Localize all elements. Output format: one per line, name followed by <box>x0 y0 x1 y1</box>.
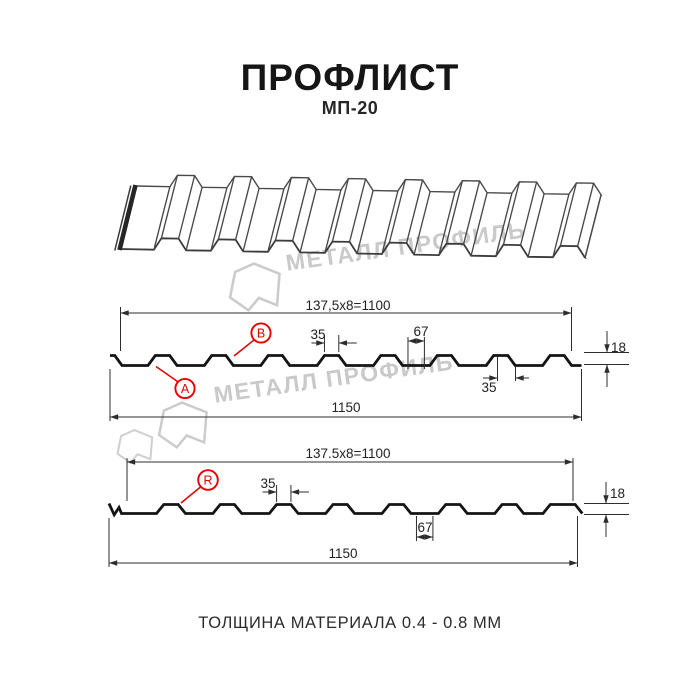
edge-marker-b-label: B <box>257 327 265 341</box>
dim-rib-top-label: 35 <box>310 327 325 342</box>
dim-rib-bottom-label: 35 <box>481 380 496 395</box>
dim-valley-label: 67 <box>417 520 432 535</box>
dim-height-label: 18 <box>611 340 626 355</box>
dim-full-width-label: 1150 <box>331 400 360 415</box>
edge-marker-b <box>250 322 272 344</box>
dim-working-width-label: 137,5x8=1100 <box>306 298 391 313</box>
dim-height-label: 18 <box>610 486 625 501</box>
dim-full-width-label: 1150 <box>328 546 357 561</box>
sheet-3d-view <box>114 174 603 259</box>
page-title: ПРОФЛИСТ <box>240 57 460 98</box>
profile-model-subtitle: МП-20 <box>321 98 379 118</box>
dim-rib-top-label: 35 <box>260 476 275 491</box>
metall-profil-logo-icon <box>157 401 208 450</box>
material-thickness-note: ТОЛЩИНА МАТЕРИАЛА 0.4 - 0.8 ММ <box>198 614 502 632</box>
metall-profil-logo-icon <box>228 262 281 313</box>
edge-marker-r <box>197 469 219 491</box>
dim-working-width-label: 137.5x8=1100 <box>306 446 391 461</box>
edge-marker-a-label: A <box>181 382 190 396</box>
cross-section-ab: 137,5x8=1100 1150 35 67 18 35 A B <box>109 298 629 421</box>
cross-section-r: 137.5x8=1100 1150 35 67 18 R <box>107 446 629 567</box>
dim-valley-label: 67 <box>413 324 428 339</box>
edge-marker-r-label: R <box>203 474 212 488</box>
edge-marker-a <box>174 377 196 400</box>
